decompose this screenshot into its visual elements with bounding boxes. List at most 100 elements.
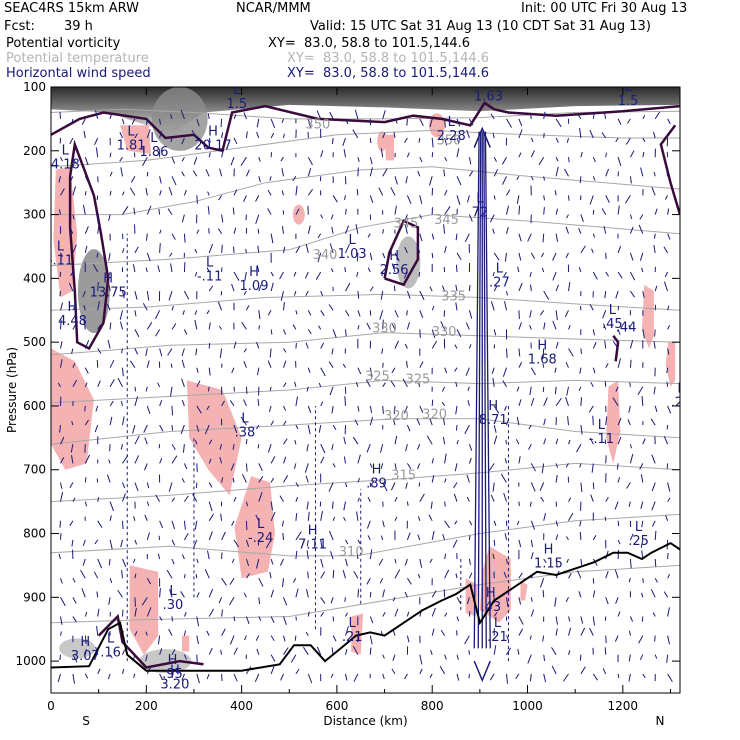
wind-arrow — [270, 635, 275, 642]
wind-arrow — [402, 378, 408, 388]
wind-arrow — [208, 152, 211, 158]
negative-pv-shading — [182, 635, 190, 652]
wind-arrow — [506, 226, 509, 234]
wind-arrow — [357, 157, 360, 163]
extremum-marker: H — [389, 249, 399, 264]
wind-arrow — [579, 531, 582, 540]
wind-arrow — [518, 501, 520, 506]
wind-arrow — [194, 520, 198, 530]
wind-arrow — [554, 386, 557, 395]
wind-arrow — [394, 310, 399, 318]
wind-arrow — [320, 310, 325, 317]
wind-arrow — [208, 608, 215, 617]
y-tick-label: 700 — [23, 463, 46, 477]
wind-arrow — [367, 233, 371, 238]
wind-arrow — [244, 635, 247, 641]
wind-arrow — [345, 243, 350, 254]
extremum-value: 1.03 — [338, 247, 367, 262]
wind-arrow — [665, 515, 669, 521]
wind-arrow — [196, 380, 201, 388]
wind-arrow — [96, 195, 99, 201]
wind-arrow — [146, 360, 150, 368]
wind-arrow — [555, 438, 559, 445]
wind-arrow — [431, 475, 435, 483]
wind-arrow — [454, 367, 458, 372]
wind-arrow — [331, 348, 334, 355]
wind-arrow — [369, 367, 373, 377]
wind-arrow — [307, 673, 313, 684]
wind-arrow — [256, 341, 260, 349]
wind-arrow — [456, 118, 461, 127]
wind-arrow — [555, 342, 559, 349]
wind-arrow — [568, 573, 572, 579]
south-label: S — [82, 714, 90, 728]
wind-arrow — [171, 405, 173, 416]
field-xy-wind: XY= 83.0, 58.8 to 101.5,144.6 — [287, 66, 490, 81]
wind-arrow — [146, 291, 150, 301]
wind-arrow — [381, 271, 384, 277]
wind-arrow — [233, 539, 239, 548]
wind-arrow — [393, 132, 396, 139]
wind-arrow — [181, 137, 185, 145]
wind-arrow — [240, 156, 247, 166]
wind-arrow — [578, 386, 582, 392]
wind-arrow — [221, 214, 224, 223]
plot-frame — [50, 86, 681, 694]
extremum-marker: L — [635, 520, 643, 535]
wind-arrow — [231, 520, 235, 526]
wind-arrow — [281, 168, 284, 177]
wind-arrow — [530, 150, 535, 158]
wind-arrow — [592, 176, 596, 181]
wind-arrow — [305, 475, 309, 483]
model-title: SEAC4RS 15km ARW — [4, 1, 140, 16]
wind-arrow — [404, 558, 408, 566]
wind-arrow — [663, 591, 669, 598]
wind-arrow — [654, 208, 658, 215]
wind-arrow — [109, 501, 114, 511]
wind-arrow — [490, 113, 495, 120]
wind-arrow — [245, 616, 250, 625]
wind-arrow — [293, 290, 297, 296]
wind-arrow — [431, 233, 435, 240]
wind-arrow — [543, 438, 547, 445]
wind-arrow — [83, 319, 86, 330]
extremum-value: 1.86 — [139, 145, 168, 160]
wind-arrow — [629, 630, 631, 636]
wind-arrow — [305, 243, 309, 254]
wind-arrow — [196, 616, 200, 627]
wind-arrow — [580, 214, 584, 222]
wind-arrow — [60, 597, 66, 607]
wind-arrow — [382, 362, 384, 368]
wind-arrow — [84, 454, 91, 464]
wind-arrow — [667, 552, 669, 560]
wind-arrow — [529, 325, 532, 330]
wind-arrow — [542, 590, 545, 598]
wind-arrow — [505, 439, 507, 445]
wind-arrow — [628, 654, 631, 662]
wind-arrow — [207, 386, 210, 392]
wind-arrow — [601, 208, 607, 215]
field-name-theta: Potential temperature — [6, 51, 149, 66]
extremum-value: .44 — [616, 320, 637, 335]
wind-arrow — [159, 520, 164, 529]
wind-arrow — [221, 609, 223, 617]
wind-arrow — [121, 570, 123, 579]
wind-arrow — [332, 635, 337, 642]
extremum-marker: L — [241, 412, 249, 427]
wind-arrow — [369, 616, 374, 624]
wind-arrow — [193, 157, 198, 165]
wind-arrow — [232, 477, 235, 483]
wind-arrow — [220, 649, 223, 655]
wind-arrow — [492, 482, 495, 492]
extremum-marker: H — [103, 271, 113, 286]
wind-arrow — [604, 516, 607, 521]
wind-arrow — [345, 482, 348, 488]
wind-arrow — [456, 439, 459, 445]
wind-arrow — [493, 539, 496, 546]
wind-arrow — [134, 455, 140, 464]
wind-arrow — [642, 329, 645, 339]
wind-arrow — [354, 109, 359, 120]
wind-arrow — [580, 616, 584, 624]
wind-arrow — [146, 129, 151, 139]
wind-arrow — [122, 118, 125, 125]
